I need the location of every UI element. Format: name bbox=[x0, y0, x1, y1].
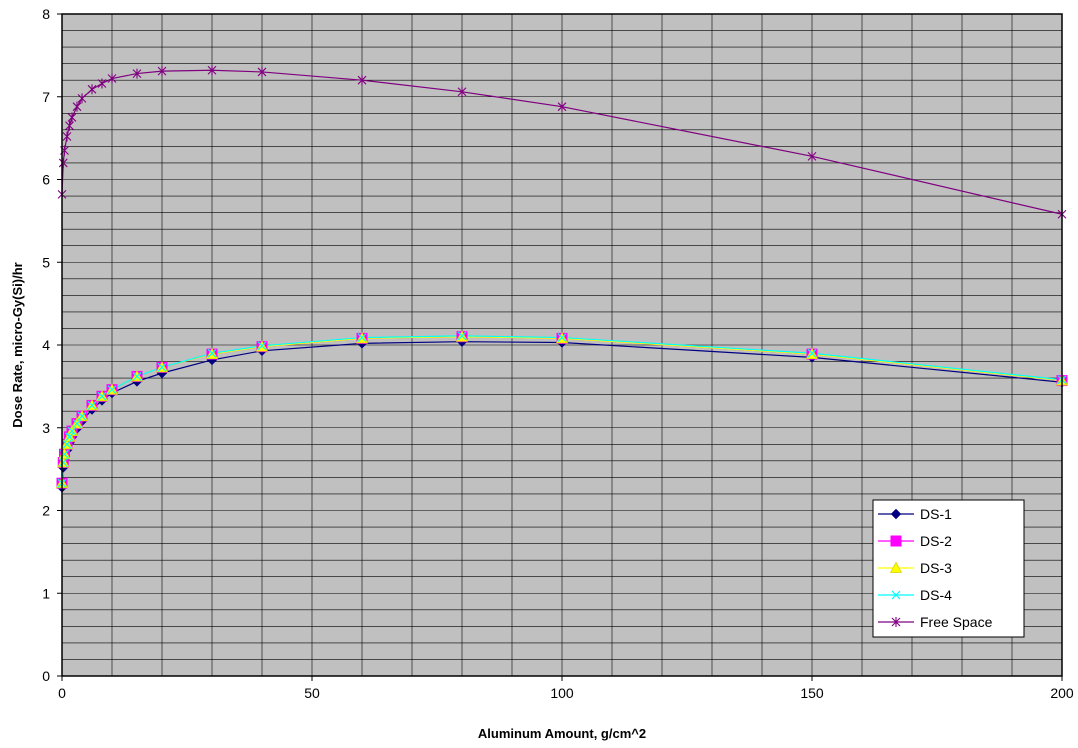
x-tick-label: 50 bbox=[304, 685, 320, 701]
data-point-series-4 bbox=[807, 151, 817, 162]
data-point-series-4 bbox=[97, 78, 107, 89]
data-point-series-3 bbox=[132, 372, 142, 381]
data-point-series-3 bbox=[807, 348, 817, 358]
data-point-series-3 bbox=[77, 411, 87, 421]
legend-label: DS-3 bbox=[920, 560, 952, 576]
data-point-series-3 bbox=[257, 341, 267, 351]
legend-label: DS-4 bbox=[920, 587, 952, 603]
data-point-series-3 bbox=[557, 333, 567, 342]
legend-label: Free Space bbox=[920, 614, 993, 630]
y-axis-label: Dose Rate, micro-Gy(Si)/hr bbox=[10, 262, 25, 427]
legend-swatch-marker bbox=[890, 508, 902, 520]
data-point-series-3 bbox=[67, 426, 77, 436]
data-point-series-4 bbox=[107, 73, 117, 84]
data-point-series-3 bbox=[97, 391, 107, 401]
data-point-series-3 bbox=[207, 348, 217, 358]
data-point-series-4 bbox=[72, 101, 82, 112]
data-point-series-3 bbox=[157, 362, 167, 372]
y-tick-label: 0 bbox=[42, 668, 50, 684]
data-point-series-4 bbox=[357, 75, 367, 86]
data-point-series-4 bbox=[257, 66, 267, 77]
y-tick-label: 2 bbox=[42, 503, 50, 519]
data-point-series-3 bbox=[65, 432, 74, 442]
y-axis-ticks: 0 1 2 3 4 5 6 7 8 bbox=[42, 6, 62, 684]
data-point-series-4 bbox=[207, 65, 217, 76]
y-tick-label: 8 bbox=[42, 6, 50, 22]
x-tick-label: 200 bbox=[1050, 685, 1074, 701]
data-point-series-3 bbox=[357, 333, 367, 342]
legend-label: DS-2 bbox=[920, 533, 952, 549]
x-tick-label: 100 bbox=[550, 685, 574, 701]
y-tick-label: 1 bbox=[42, 585, 50, 601]
y-tick-label: 3 bbox=[42, 420, 50, 436]
data-point-series-4 bbox=[157, 66, 167, 77]
data-point-series-4 bbox=[58, 157, 68, 168]
data-point-series-4 bbox=[65, 120, 74, 131]
data-point-series-3 bbox=[107, 385, 117, 395]
data-point-series-3 bbox=[87, 400, 97, 410]
gridlines bbox=[62, 14, 1062, 676]
data-point-series-4 bbox=[132, 68, 142, 79]
y-tick-label: 4 bbox=[42, 337, 50, 353]
y-tick-label: 6 bbox=[42, 172, 50, 188]
legend-label: DS-1 bbox=[920, 506, 952, 522]
data-point-series-4 bbox=[457, 86, 467, 97]
data-point-series-3 bbox=[62, 439, 72, 449]
legend-swatch-marker bbox=[890, 535, 902, 547]
x-tick-label: 150 bbox=[800, 685, 824, 701]
legend-swatch-marker bbox=[889, 561, 903, 573]
data-point-series-3 bbox=[72, 419, 82, 429]
data-point-series-4 bbox=[77, 93, 87, 104]
data-point-series-3 bbox=[457, 331, 467, 341]
x-axis-label: Aluminum Amount, g/cm^2 bbox=[478, 726, 646, 741]
x-tick-label: 0 bbox=[58, 685, 66, 701]
legend-swatch-marker bbox=[891, 590, 901, 600]
legend-swatch-marker bbox=[891, 617, 901, 627]
y-tick-label: 7 bbox=[42, 89, 50, 105]
y-tick-label: 5 bbox=[42, 254, 50, 270]
legend: DS-1 DS-2 DS-3 DS-4 Free Space bbox=[872, 499, 1025, 638]
x-axis-ticks: 0 50 100 150 200 bbox=[58, 676, 1074, 701]
data-point-series-4 bbox=[557, 101, 567, 112]
data-point-series-4 bbox=[87, 84, 97, 95]
data-point-series-4 bbox=[67, 112, 77, 123]
data-point-series-3 bbox=[58, 458, 68, 467]
data-point-series-4 bbox=[62, 131, 72, 142]
